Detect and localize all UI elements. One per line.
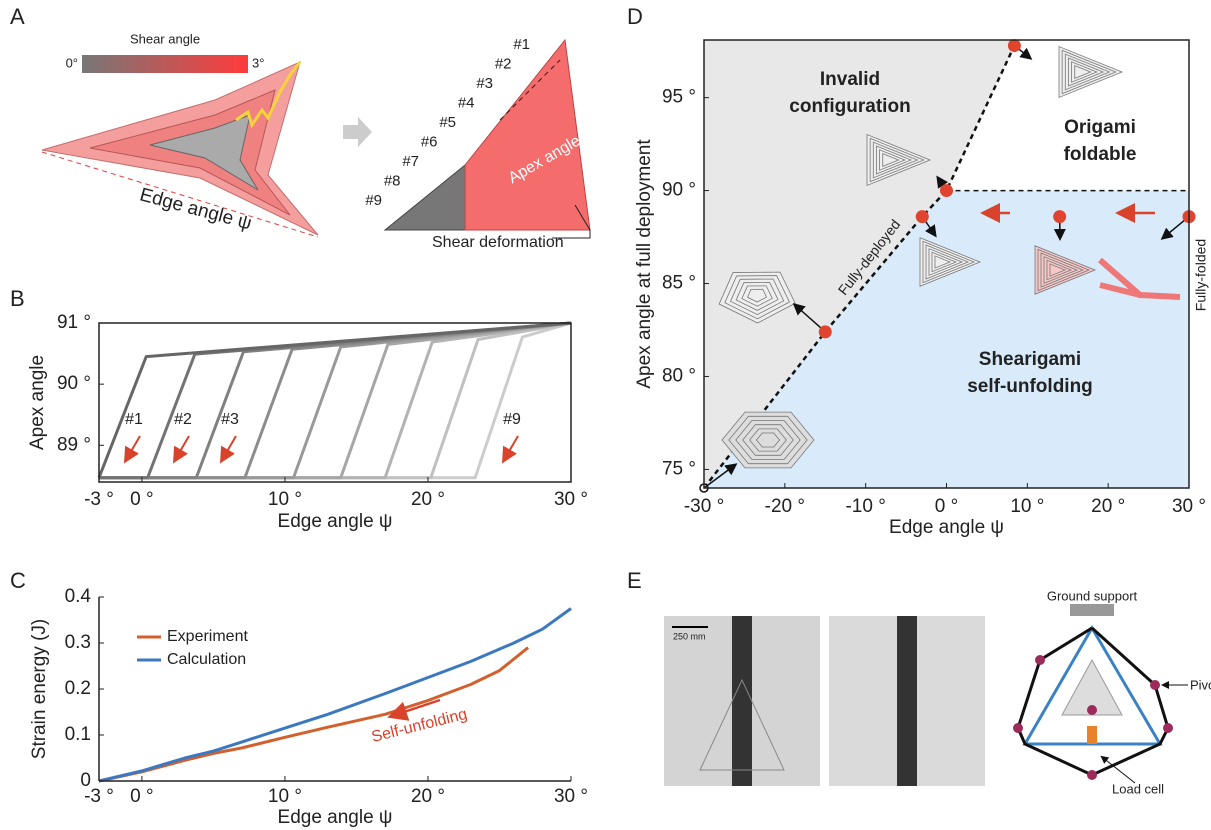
photo-rig bbox=[732, 616, 752, 786]
y-tick-label: 0.4 bbox=[65, 586, 92, 607]
x-tick-label: 30 ° bbox=[554, 489, 588, 510]
x-tick-label: 10 ° bbox=[268, 489, 302, 510]
colorbar-min: 0° bbox=[66, 55, 78, 70]
y-axis-title: Strain energy (J) bbox=[29, 619, 50, 759]
arrow bbox=[343, 117, 372, 147]
x-tick-label: 20 ° bbox=[1091, 496, 1125, 517]
region-label: Invalid bbox=[820, 69, 880, 90]
legend-label: Calculation bbox=[167, 651, 246, 668]
region-label: foldable bbox=[1064, 144, 1137, 165]
load-cell bbox=[1087, 726, 1097, 744]
shear-label: Shear deformation bbox=[432, 234, 564, 251]
annotation: #9 bbox=[503, 411, 521, 428]
region-label: configuration bbox=[789, 96, 910, 117]
colorbar-title: Shear angle bbox=[130, 31, 200, 46]
x-tick-label: -30 ° bbox=[684, 496, 724, 517]
y-tick-label: 0.3 bbox=[65, 632, 91, 653]
x-tick-label: 0 ° bbox=[130, 489, 153, 510]
y-tick-label: 95 ° bbox=[662, 87, 696, 108]
scale-label: 250 mm bbox=[673, 631, 706, 641]
annotation-arrow bbox=[504, 436, 518, 460]
region-label: Origami bbox=[1064, 117, 1136, 138]
crease-label: #7 bbox=[402, 153, 419, 170]
y-tick-label: 0.2 bbox=[65, 678, 91, 699]
pivot bbox=[1013, 723, 1023, 733]
point bbox=[940, 184, 953, 197]
panel-letter: C bbox=[10, 568, 26, 593]
x-tick-label: -20 ° bbox=[765, 496, 805, 517]
annotation-arrow bbox=[126, 436, 140, 460]
annotation: #2 bbox=[174, 411, 192, 428]
y-tick-label: 91 ° bbox=[57, 312, 91, 333]
annotation: Self-unfolding bbox=[370, 706, 469, 746]
legend-label: Experiment bbox=[167, 628, 248, 645]
ground bbox=[1070, 604, 1114, 616]
pivot bbox=[1163, 723, 1173, 733]
ground-label: Ground support bbox=[1047, 588, 1138, 603]
x-tick-label: 0 ° bbox=[935, 496, 958, 517]
colorbar bbox=[82, 55, 248, 73]
y-tick-label: 90 ° bbox=[57, 373, 91, 394]
crease-label: #1 bbox=[513, 36, 530, 53]
y-axis-title: Apex angle at full deployment bbox=[634, 139, 655, 389]
annotation: #1 bbox=[125, 411, 143, 428]
x-tick-label: 20 ° bbox=[411, 489, 445, 510]
point bbox=[819, 325, 832, 338]
crease-label: #3 bbox=[476, 75, 493, 92]
panel-letter: B bbox=[10, 286, 25, 311]
photo-rig bbox=[897, 616, 917, 786]
y-axis-title: Apex angle bbox=[27, 355, 48, 450]
pivot bbox=[1150, 680, 1160, 690]
colorbar-max: 3° bbox=[252, 55, 264, 70]
panel-letter: D bbox=[627, 4, 643, 29]
crease-label: #2 bbox=[495, 55, 512, 72]
x-tick-label: 10 ° bbox=[268, 786, 302, 807]
y-tick-label: 0.1 bbox=[65, 724, 91, 745]
pointer bbox=[1102, 757, 1135, 783]
x-tick-label: 30 ° bbox=[554, 786, 588, 807]
x-axis-title: Edge angle ψ bbox=[278, 511, 393, 532]
crease-label: #4 bbox=[458, 94, 475, 111]
y-tick-label: 0 bbox=[80, 770, 91, 791]
pivot-label: Pivot bbox=[1190, 677, 1211, 692]
crease-label: #8 bbox=[384, 172, 401, 189]
panel-e: 250 mm Ground support Pivot Load cell bbox=[664, 588, 1211, 796]
x-tick-label: -10 ° bbox=[845, 496, 885, 517]
pivot bbox=[1087, 770, 1097, 780]
boundary-label: Fully-folded bbox=[1193, 239, 1209, 311]
crease-label: #5 bbox=[439, 114, 456, 131]
x-tick-label: 0 ° bbox=[130, 786, 153, 807]
annotation-arrow bbox=[175, 436, 189, 460]
x-axis-title: Edge angle ψ bbox=[278, 807, 393, 828]
crease-label: #6 bbox=[421, 133, 438, 150]
region-label: self-unfolding bbox=[967, 376, 1093, 397]
annotation-arrow bbox=[222, 436, 236, 460]
crease-label: #9 bbox=[365, 192, 382, 209]
point bbox=[1008, 39, 1021, 52]
load-label: Load cell bbox=[1112, 781, 1164, 796]
annotation: #3 bbox=[221, 411, 239, 428]
x-tick-label: -3 ° bbox=[84, 489, 114, 510]
y-tick-label: 80 ° bbox=[662, 365, 696, 386]
region-label: Shearigami bbox=[979, 349, 1081, 370]
y-tick-label: 90 ° bbox=[662, 180, 696, 201]
figure: A B C D E Shear angle 0° 3° Edge angle ψ… bbox=[0, 0, 1211, 830]
y-tick-label: 85 ° bbox=[662, 273, 696, 294]
y-tick-label: 89 ° bbox=[57, 434, 91, 455]
pivot bbox=[1087, 705, 1097, 715]
panel-letter: A bbox=[10, 4, 25, 29]
point bbox=[916, 210, 929, 223]
y-tick-label: 75 ° bbox=[662, 458, 696, 479]
pivot bbox=[1035, 655, 1045, 665]
x-tick-label: 10 ° bbox=[1010, 496, 1044, 517]
x-tick-label: 20 ° bbox=[411, 786, 445, 807]
x-tick-label: 30 ° bbox=[1172, 496, 1206, 517]
point bbox=[1053, 210, 1066, 223]
panel-letter: E bbox=[627, 568, 642, 593]
x-axis-title: Edge angle ψ bbox=[889, 517, 1004, 538]
